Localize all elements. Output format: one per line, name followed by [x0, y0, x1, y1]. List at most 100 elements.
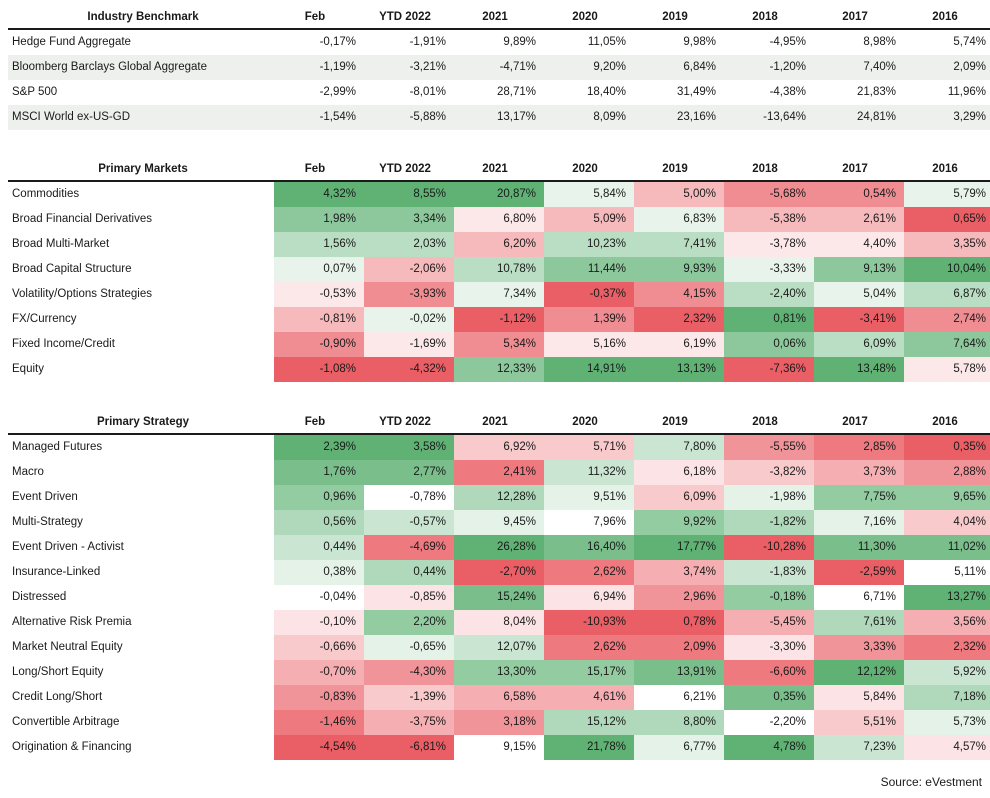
value-cell: 3,29%: [953, 111, 986, 123]
value-cell: 5,84%: [814, 685, 904, 710]
value-cell: -0,66%: [274, 635, 364, 660]
value-cell: 11,32%: [544, 460, 634, 485]
value-cell: -1,46%: [274, 710, 364, 735]
table-row: Broad Financial Derivatives 1,98% 3,34% 6,8…: [8, 207, 990, 232]
value-cell: 0,96%: [274, 485, 364, 510]
value-cell: -1,20%: [769, 61, 806, 73]
value-cell: 9,51%: [544, 485, 634, 510]
table-header: Industry Benchmark Feb YTD 2022 2021 2020 201…: [8, 6, 990, 30]
row-label: Hedge Fund Aggregate: [12, 36, 131, 48]
source-note: Source: eVestment: [880, 775, 982, 789]
column-header: 2018: [752, 416, 778, 428]
row-label: Broad Financial Derivatives: [12, 213, 152, 225]
value-cell: -10,93%: [544, 610, 634, 635]
value-cell: -1,83%: [724, 560, 814, 585]
value-cell: 8,09%: [593, 111, 626, 123]
value-cell: 11,02%: [904, 535, 990, 560]
value-cell: 4,40%: [814, 232, 904, 257]
value-cell: 26,28%: [454, 535, 544, 560]
value-cell: -1,82%: [724, 510, 814, 535]
value-cell: -2,99%: [319, 86, 356, 98]
value-cell: 7,41%: [634, 232, 724, 257]
value-cell: 17,77%: [634, 535, 724, 560]
column-header: 2021: [482, 163, 508, 175]
column-header: 2017: [842, 163, 868, 175]
value-cell: 6,19%: [634, 332, 724, 357]
value-cell: -0,10%: [274, 610, 364, 635]
value-cell: 0,54%: [814, 182, 904, 207]
value-cell: 8,80%: [634, 710, 724, 735]
value-cell: -0,90%: [274, 332, 364, 357]
value-cell: 3,56%: [904, 610, 990, 635]
table-row: Distressed -0,04% -0,85% 15,24% 6,94% 2,96% -0…: [8, 585, 990, 610]
value-cell: -5,45%: [724, 610, 814, 635]
value-cell: -0,02%: [364, 307, 454, 332]
table-row: Hedge Fund Aggregate -0,17% -1,91% 9,89% 11,…: [8, 30, 990, 55]
value-cell: 12,33%: [454, 357, 544, 382]
column-header: Feb: [304, 163, 326, 175]
value-cell: 6,09%: [634, 485, 724, 510]
value-cell: -7,36%: [724, 357, 814, 382]
column-header: 2016: [932, 11, 958, 23]
value-cell: 18,40%: [586, 86, 626, 98]
value-cell: 13,30%: [454, 660, 544, 685]
value-cell: 2,74%: [904, 307, 990, 332]
column-header: 2017: [842, 416, 868, 428]
table-row: FX/Currency -0,81% -0,02% -1,12% 1,39% 2,32% 0…: [8, 307, 990, 332]
value-cell: -0,17%: [319, 36, 356, 48]
value-cell: 7,96%: [544, 510, 634, 535]
value-cell: 4,78%: [724, 735, 814, 760]
value-cell: -5,55%: [724, 435, 814, 460]
column-header: YTD 2022: [379, 163, 431, 175]
value-cell: 2,62%: [544, 635, 634, 660]
table-row: Fixed Income/Credit -0,90% -1,69% 5,34% 5,16…: [8, 332, 990, 357]
value-cell: 2,32%: [904, 635, 990, 660]
value-cell: 2,41%: [454, 460, 544, 485]
value-cell: 9,98%: [683, 36, 716, 48]
value-cell: -4,95%: [769, 36, 806, 48]
value-cell: 0,38%: [274, 560, 364, 585]
value-cell: 6,92%: [454, 435, 544, 460]
value-cell: 4,04%: [904, 510, 990, 535]
value-cell: 5,74%: [953, 36, 986, 48]
value-cell: 0,44%: [364, 560, 454, 585]
column-header: 2019: [662, 416, 688, 428]
column-header: 2021: [482, 416, 508, 428]
value-cell: 0,06%: [724, 332, 814, 357]
value-cell: -3,21%: [409, 61, 446, 73]
value-cell: 1,98%: [274, 207, 364, 232]
value-cell: 6,71%: [814, 585, 904, 610]
value-cell: 5,71%: [544, 435, 634, 460]
row-label: Distressed: [12, 591, 67, 603]
row-label: Event Driven - Activist: [12, 541, 124, 553]
value-cell: -3,78%: [724, 232, 814, 257]
value-cell: 12,12%: [814, 660, 904, 685]
value-cell: 0,35%: [904, 435, 990, 460]
value-cell: 2,09%: [634, 635, 724, 660]
row-label: Broad Multi-Market: [12, 238, 110, 250]
row-label: Commodities: [12, 188, 80, 200]
value-cell: -0,53%: [274, 282, 364, 307]
value-cell: 13,17%: [496, 111, 536, 123]
value-cell: -1,54%: [319, 111, 356, 123]
value-cell: 8,98%: [863, 36, 896, 48]
value-cell: -4,69%: [364, 535, 454, 560]
value-cell: 1,76%: [274, 460, 364, 485]
table-row: Equity -1,08% -4,32% 12,33% 14,91% 13,13% -7,3…: [8, 357, 990, 382]
value-cell: 21,83%: [856, 86, 896, 98]
table-row: Long/Short Equity -0,70% -4,30% 13,30% 15,17…: [8, 660, 990, 685]
column-header: Feb: [304, 416, 326, 428]
value-cell: 6,58%: [454, 685, 544, 710]
value-cell: 7,18%: [904, 685, 990, 710]
value-cell: -2,20%: [724, 710, 814, 735]
value-cell: 8,04%: [454, 610, 544, 635]
value-cell: -1,91%: [409, 36, 446, 48]
table-row: Multi-Strategy 0,56% -0,57% 9,45% 7,96% 9,92%…: [8, 510, 990, 535]
row-label: Market Neutral Equity: [12, 641, 123, 653]
primary-strategy-table: Primary Strategy Feb YTD 2022 2021 2020 2019 2…: [8, 411, 990, 760]
value-cell: 2,32%: [634, 307, 724, 332]
table-row: Alternative Risk Premia -0,10% 2,20% 8,04% -…: [8, 610, 990, 635]
value-cell: 24,81%: [856, 111, 896, 123]
value-cell: 15,24%: [454, 585, 544, 610]
value-cell: -3,33%: [724, 257, 814, 282]
